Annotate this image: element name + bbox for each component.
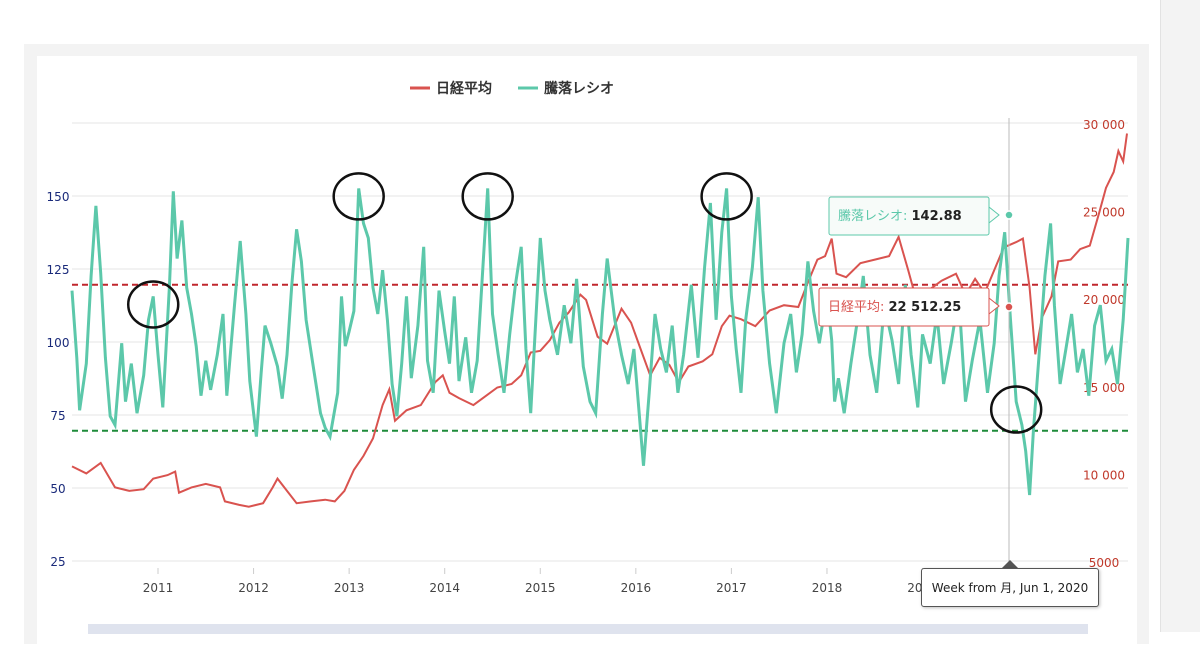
left-tick-label: 150 <box>47 190 70 204</box>
right-tick-label: 30 000 <box>1083 118 1125 132</box>
highlight-circle <box>126 280 180 329</box>
nikkei-tooltip: 日経平均: 22 512.25 <box>818 287 1000 327</box>
left-tick-label: 100 <box>47 336 70 350</box>
legend[interactable]: 日経平均 騰落レシオ <box>410 80 614 97</box>
svg-text:騰落レシオ: 142.88: 騰落レシオ: 142.88 <box>838 208 962 224</box>
chart-card <box>37 56 1137 646</box>
nikkei-tooltip-value: 22 512.25 <box>889 300 962 315</box>
right-tick-label: 10 000 <box>1083 468 1125 482</box>
highlight-circle <box>700 172 753 221</box>
highlight-circle <box>989 385 1043 434</box>
chart-canvas: 日経平均 騰落レシオ 25 50 75 100 125 150 5000 10 000 15 … <box>47 80 1130 595</box>
series-line-ratio[interactable] <box>70 188 1130 496</box>
series-line-nikkei[interactable] <box>71 133 1128 508</box>
date-tooltip: Week from 月, Jun 1, 2020 <box>921 568 1099 607</box>
legend-label-nikkei[interactable]: 日経平均 <box>436 80 492 97</box>
right-tick-label: 15 000 <box>1083 381 1125 395</box>
x-tick-label: 2015 <box>525 581 556 595</box>
left-tick-label: 25 <box>50 555 65 569</box>
ratio-hover-marker <box>1004 210 1014 220</box>
x-tick-label: 2017 <box>716 581 747 595</box>
right-tick-label: 20 000 <box>1083 293 1125 307</box>
scrollbar-track[interactable] <box>1160 0 1200 632</box>
left-tick-label: 75 <box>50 409 65 423</box>
nikkei-tooltip-label: 日経平均: <box>828 300 889 315</box>
highlight-circles <box>126 172 1043 434</box>
x-tick-label: 2014 <box>429 581 460 595</box>
x-tick-label: 2016 <box>621 581 652 595</box>
x-axis-ticks: 201120122013201420152016201720182019 <box>143 568 938 595</box>
nikkei-hover-marker <box>1004 302 1014 312</box>
right-tick-label: 25 000 <box>1083 206 1125 220</box>
date-tooltip-text: Week from 月, Jun 1, 2020 <box>931 581 1089 595</box>
svg-text:日経平均: 22 512.25: 日経平均: 22 512.25 <box>828 300 961 315</box>
reference-lines <box>72 283 1128 432</box>
highlight-circle <box>461 172 514 221</box>
right-tick-label: 5000 <box>1089 556 1120 570</box>
x-tick-label: 2013 <box>334 581 365 595</box>
ratio-tooltip-value: 142.88 <box>912 209 962 224</box>
x-tick-label: 2018 <box>812 581 843 595</box>
ratio-tooltip: 騰落レシオ: 142.88 <box>828 196 1000 236</box>
left-axis-ticks: 25 50 75 100 125 150 <box>47 190 70 569</box>
date-tooltip-arrow <box>1002 560 1018 568</box>
x-tick-label: 2011 <box>143 581 174 595</box>
right-axis-ticks: 5000 10 000 15 000 20 000 25 000 30 000 <box>1083 118 1125 570</box>
left-tick-label: 125 <box>47 263 70 277</box>
ratio-tooltip-label: 騰落レシオ: <box>838 208 912 224</box>
highlight-circle <box>332 172 385 221</box>
legend-label-ratio[interactable]: 騰落レシオ <box>544 80 614 97</box>
x-tick-label: 2012 <box>238 581 269 595</box>
left-tick-label: 50 <box>50 482 65 496</box>
range-navigator[interactable] <box>88 624 1088 634</box>
